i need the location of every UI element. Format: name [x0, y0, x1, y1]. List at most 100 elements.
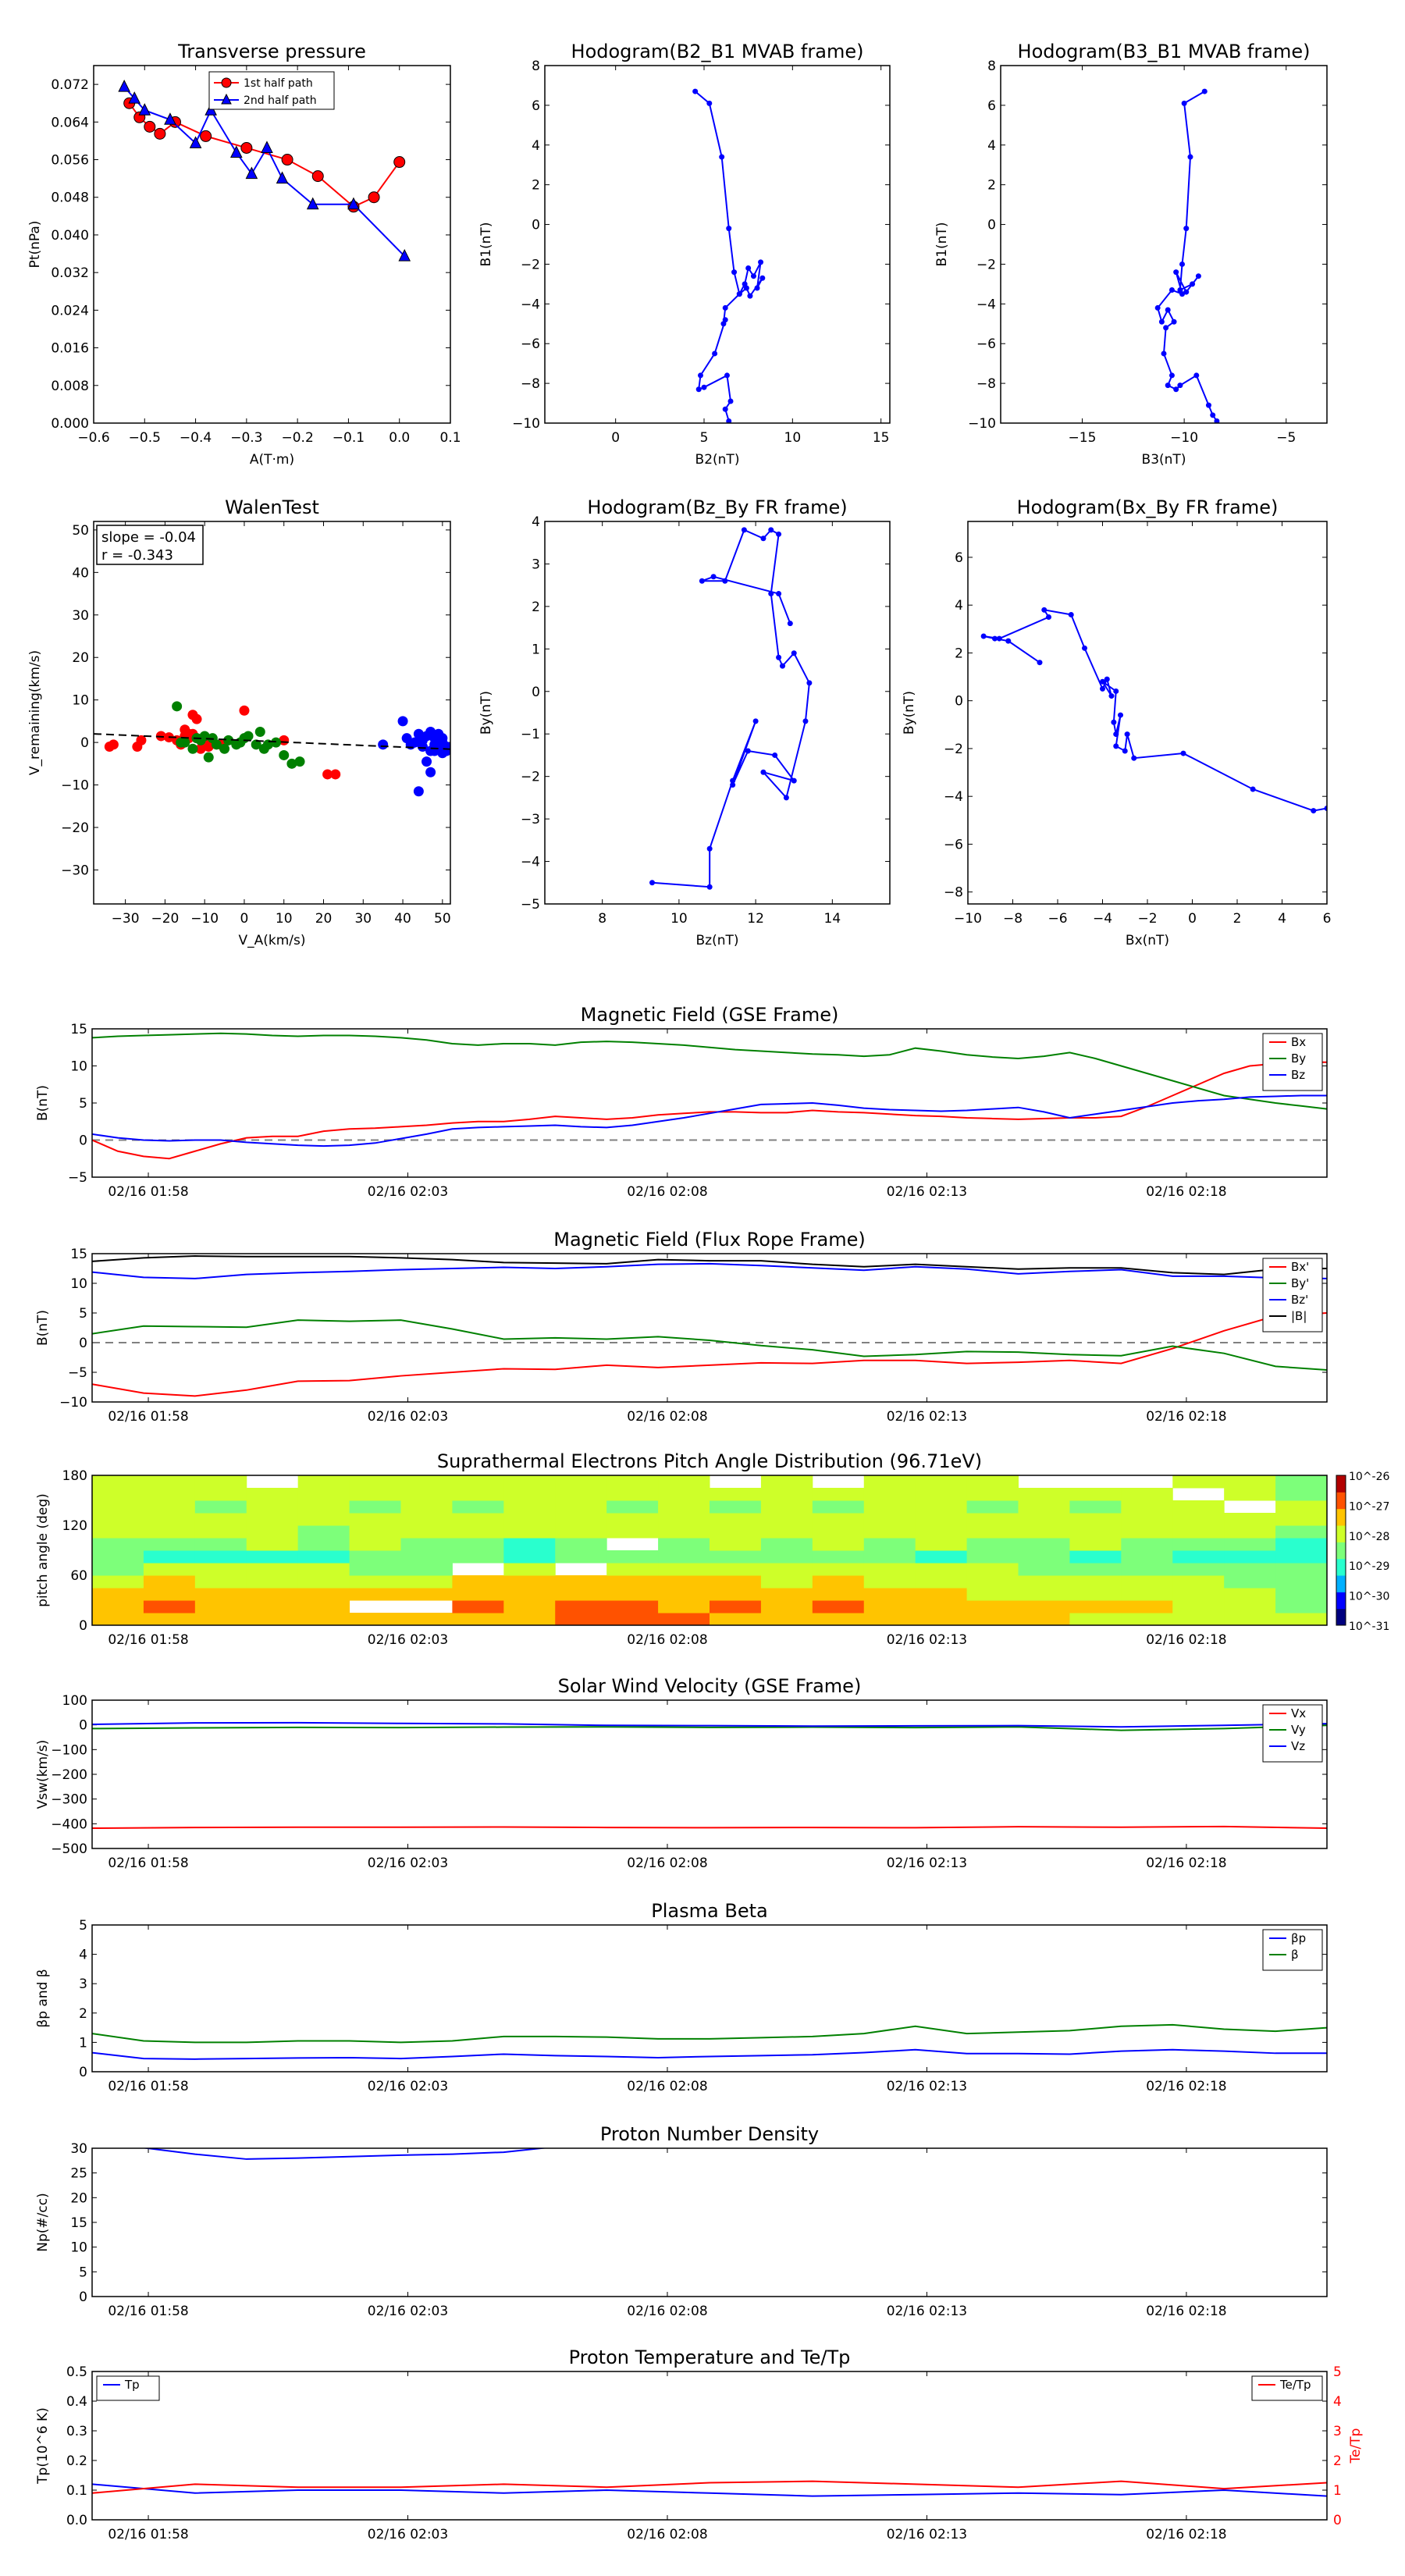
- plot-frame: [93, 65, 451, 424]
- x-tick-label: −4: [1093, 911, 1112, 927]
- x-tick-label: 0: [1188, 911, 1197, 927]
- heatmap-cell: [1275, 1563, 1328, 1576]
- panel-tp: Proton Temperature and Te/Tp 0.0 0.1 0.2 0.3…: [35, 2347, 1364, 2542]
- heatmap-cell: [1018, 1575, 1070, 1589]
- data-point: [710, 574, 717, 580]
- data-point: [750, 273, 756, 279]
- y-axis-label: By(nT): [478, 691, 494, 735]
- heatmap-cell: [555, 1575, 607, 1589]
- plot-area: [92, 1255, 1327, 1397]
- data-point: [760, 535, 767, 542]
- y-tick-label: −4: [521, 855, 540, 870]
- x-tick-label: 0.0: [389, 430, 410, 446]
- data-point: [1113, 731, 1119, 738]
- y-tick-label: 10: [70, 1276, 87, 1292]
- y-axis-label: B1(nT): [934, 222, 950, 267]
- y-tick-label: 30: [70, 2141, 87, 2157]
- heatmap-cell: [349, 1500, 401, 1514]
- heatmap-cell: [658, 1513, 710, 1526]
- heatmap-cell: [1275, 1538, 1328, 1551]
- data-point: [692, 88, 699, 94]
- data-point: [240, 141, 253, 154]
- y-tick-label: −500: [51, 1841, 87, 1857]
- y-axis-label: Pt(nPa): [27, 221, 43, 269]
- data-point: [1183, 289, 1190, 295]
- heatmap-cell: [915, 1525, 968, 1539]
- x-tick-label: 02/16 01:58: [108, 2527, 188, 2542]
- heatmap-cell: [606, 1513, 659, 1526]
- colorbar-tick-label: 10^-26: [1349, 1471, 1390, 1483]
- x-tick-label: 10: [276, 911, 293, 927]
- legend: Bx' By' Bz' |B|: [1262, 1258, 1323, 1332]
- x-tick-label: −0.6: [77, 430, 109, 446]
- data-point: [378, 739, 389, 750]
- data-point: [1250, 786, 1256, 792]
- data-point: [768, 527, 774, 533]
- chart-title: Hodogram(Bz_By FR frame): [587, 496, 847, 518]
- heatmap-cell: [503, 1538, 556, 1551]
- data-point: [1168, 372, 1175, 379]
- y-tick-label: 2: [955, 646, 963, 661]
- x-tick-label: 02/16 01:58: [108, 1184, 188, 1200]
- data-point: [311, 170, 324, 183]
- heatmap-cell: [194, 1513, 247, 1526]
- heatmap-cell: [1121, 1600, 1173, 1614]
- heatmap-cell: [812, 1538, 865, 1551]
- y-tick-label: −1: [521, 727, 540, 742]
- y-tick-label: 2: [987, 178, 996, 194]
- data-point: [136, 735, 147, 745]
- legend-marker: [221, 77, 232, 88]
- heatmap-cell: [246, 1613, 299, 1626]
- y-tick-label: 0: [955, 694, 963, 710]
- heatmap-cell: [1069, 1513, 1122, 1526]
- heatmap-cell: [1224, 1563, 1276, 1576]
- heatmap-cell: [194, 1613, 247, 1626]
- heatmap-cell: [1275, 1613, 1328, 1626]
- heatmap-cell: [710, 1613, 762, 1626]
- heatmap-cell: [555, 1525, 607, 1539]
- heatmap-cell: [1224, 1575, 1276, 1589]
- heatmap-cell: [194, 1600, 247, 1614]
- chart-title: Proton Number Density: [600, 2123, 819, 2145]
- heatmap-cell: [1275, 1525, 1328, 1539]
- data-point: [752, 718, 759, 724]
- data-point: [261, 141, 273, 153]
- x-tick-label: 02/16 02:08: [627, 1409, 707, 1425]
- data-point: [223, 735, 234, 745]
- heatmap-cell: [297, 1513, 350, 1526]
- data-point: [243, 731, 254, 742]
- x-tick-label: 02/16 02:08: [627, 1184, 707, 1200]
- heatmap-cell: [246, 1588, 299, 1601]
- heatmap-cell: [143, 1613, 196, 1626]
- y-tick-label: 0.032: [51, 265, 89, 281]
- legend-label: Tp: [124, 2378, 140, 2392]
- colorbar-tick-label: 10^-31: [1349, 1621, 1389, 1633]
- x-tick-label: 02/16 02:03: [368, 1409, 448, 1425]
- y-tick-label: 0.5: [66, 2364, 87, 2380]
- x-tick-label: 5: [700, 430, 709, 446]
- heatmap-cell: [966, 1613, 1019, 1626]
- data-point: [1311, 808, 1317, 814]
- heatmap-cell: [1121, 1513, 1173, 1526]
- heatmap-cell: [863, 1575, 916, 1589]
- heatmap-cell: [143, 1525, 196, 1539]
- legend-box: [1262, 1258, 1323, 1332]
- heatmap-cell: [555, 1550, 607, 1564]
- plot-area: [649, 527, 813, 890]
- series-line-0: [695, 91, 763, 422]
- chart-title: Hodogram(Bx_By FR frame): [1017, 496, 1279, 518]
- data-point: [1165, 382, 1171, 389]
- heatmap-cell: [1121, 1525, 1173, 1539]
- heatmap-cell: [1172, 1538, 1225, 1551]
- y-tick-label: 0.072: [51, 77, 89, 93]
- data-point: [1104, 676, 1110, 682]
- data-point: [294, 756, 305, 767]
- x-tick-label: 40: [394, 911, 411, 927]
- y-tick-label: 10: [70, 1059, 87, 1075]
- data-point: [727, 398, 734, 404]
- data-point: [722, 317, 728, 323]
- heatmap-cell: [503, 1513, 556, 1526]
- x-tick-label: 14: [824, 911, 841, 927]
- heatmap-cell: [92, 1475, 144, 1489]
- heatmap-cell: [760, 1488, 813, 1501]
